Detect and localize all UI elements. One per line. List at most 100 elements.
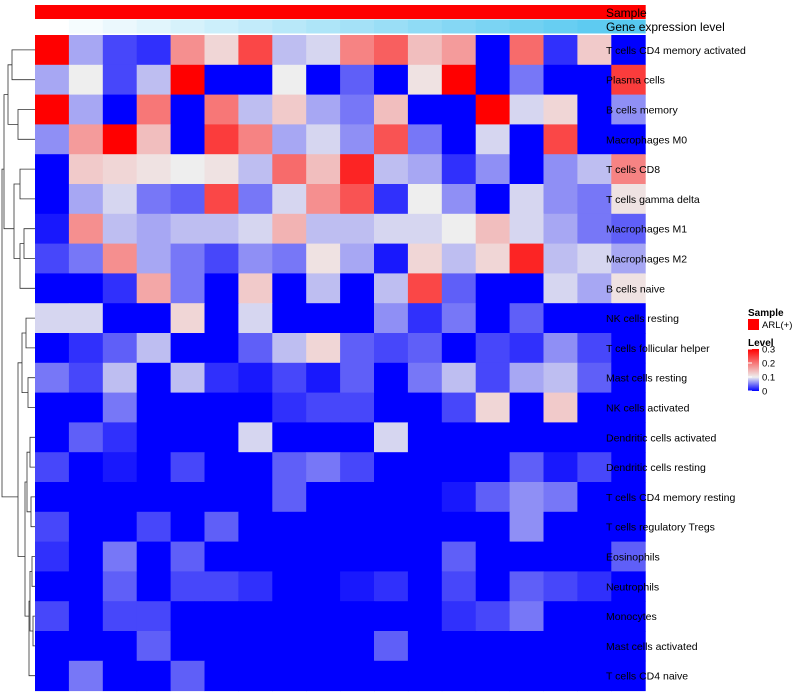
- heatmap-cell: [374, 482, 409, 513]
- heatmap-cell: [374, 333, 409, 364]
- sample-annotation-cell: [374, 5, 409, 19]
- dendrogram-branch: [23, 228, 35, 259]
- heatmap-cell: [68, 571, 104, 602]
- heatmap-cell: [441, 184, 477, 215]
- heatmap-cell: [441, 273, 477, 304]
- heatmap-cell: [102, 452, 138, 483]
- heatmap-cell: [611, 482, 646, 513]
- heatmap-cell: [35, 154, 70, 185]
- heatmap-cell: [340, 362, 375, 394]
- heatmap-cell: [475, 601, 511, 632]
- heatmap-cell: [102, 482, 138, 513]
- heatmap-cell: [611, 511, 646, 543]
- heatmap-cell: [407, 660, 443, 692]
- heatmap-cell: [441, 482, 477, 513]
- legend-level-gradient: [748, 349, 759, 391]
- heatmap-cell: [475, 511, 511, 543]
- heatmap-cell: [509, 452, 544, 483]
- heatmap-cell: [272, 154, 307, 185]
- heatmap-cell: [441, 571, 477, 602]
- heatmap-cell: [543, 482, 578, 513]
- heatmap-cell: [35, 422, 70, 453]
- heatmap-cell: [68, 273, 104, 304]
- heatmap-cell: [509, 362, 544, 394]
- heatmap-cell: [340, 541, 375, 572]
- heatmap-cell: [35, 571, 70, 602]
- heatmap-cell: [238, 511, 273, 543]
- heatmap-cell: [374, 392, 409, 423]
- expression-annotation-cell: [543, 19, 578, 34]
- heatmap-cell: [475, 571, 511, 602]
- heatmap-cell: [543, 243, 578, 274]
- heatmap-cell: [170, 303, 205, 334]
- heatmap-cell: [407, 243, 443, 274]
- row-label: T cells CD4 memory activated: [606, 45, 746, 57]
- heatmap-cell: [577, 601, 612, 632]
- legend-level-ticks: 0.3 0.2 0.1 0: [748, 345, 775, 398]
- heatmap-cell: [102, 303, 138, 334]
- heatmap-cell: [170, 333, 205, 364]
- sample-annotation-cell: [136, 5, 172, 19]
- heatmap-cell: [441, 333, 477, 364]
- heatmap-cell: [577, 273, 612, 304]
- heatmap-cell: [441, 64, 477, 96]
- heatmap-cell: [238, 273, 273, 304]
- legend-sample-swatch: [748, 319, 759, 330]
- heatmap-cells: [35, 35, 646, 692]
- heatmap-cell: [577, 303, 612, 334]
- heatmap-cell: [102, 362, 138, 394]
- heatmap-cell: [170, 184, 205, 215]
- heatmap-cell: [340, 601, 375, 632]
- heatmap-cell: [407, 213, 443, 245]
- heatmap-cell: [509, 64, 544, 96]
- heatmap-cell: [204, 392, 239, 423]
- sample-annotation-cell: [238, 5, 273, 19]
- heatmap-cell: [204, 273, 239, 304]
- dendrogram-branch: [19, 243, 35, 289]
- heatmap-cell: [306, 35, 341, 66]
- row-label: Eosinophils: [606, 552, 660, 564]
- heatmap-cell: [340, 64, 375, 96]
- heatmap-cell: [374, 213, 409, 245]
- heatmap-cell: [68, 541, 104, 572]
- heatmap-cell: [204, 333, 239, 364]
- dendrogram-branch: [1, 168, 18, 498]
- heatmap-cell: [475, 392, 511, 423]
- heatmap-cell: [475, 243, 511, 274]
- heatmap-cell: [611, 631, 646, 662]
- heatmap-cell: [374, 273, 409, 304]
- dendrogram-branch: [11, 49, 35, 81]
- heatmap-cell: [340, 660, 375, 692]
- sample-annotation-cell: [68, 5, 104, 19]
- heatmap-cell: [374, 64, 409, 96]
- heatmap-cell: [475, 362, 511, 394]
- heatmap-cell: [272, 64, 307, 96]
- heatmap-cell: [611, 362, 646, 394]
- heatmap-cell: [204, 124, 239, 155]
- heatmap-cell: [204, 64, 239, 96]
- sample-annotation-cell: [475, 5, 511, 19]
- heatmap-cell: [577, 422, 612, 453]
- heatmap-cell: [68, 362, 104, 394]
- row-labels: T cells CD4 memory activated Plasma cells…: [606, 45, 746, 683]
- heatmap-cell: [543, 541, 578, 572]
- heatmap-cell: [204, 154, 239, 185]
- heatmap-cell: [577, 631, 612, 662]
- heatmap-cell: [170, 452, 205, 483]
- dendrogram-branch: [30, 496, 35, 528]
- row-label: Mast cells resting: [606, 373, 687, 385]
- heatmap-cell: [577, 243, 612, 274]
- heatmap-cell: [306, 273, 341, 304]
- heatmap-cell: [204, 452, 239, 483]
- heatmap-cell: [475, 35, 511, 66]
- heatmap-cell: [577, 362, 612, 394]
- expression-annotation-cell: [238, 19, 273, 34]
- heatmap-cell: [407, 154, 443, 185]
- heatmap-cell: [68, 333, 104, 364]
- heatmap-cell: [577, 184, 612, 215]
- heatmap-cell: [407, 511, 443, 543]
- heatmap-cell: [170, 124, 205, 155]
- heatmap-cell: [306, 154, 341, 185]
- heatmap-cell: [475, 631, 511, 662]
- heatmap-cell: [204, 184, 239, 215]
